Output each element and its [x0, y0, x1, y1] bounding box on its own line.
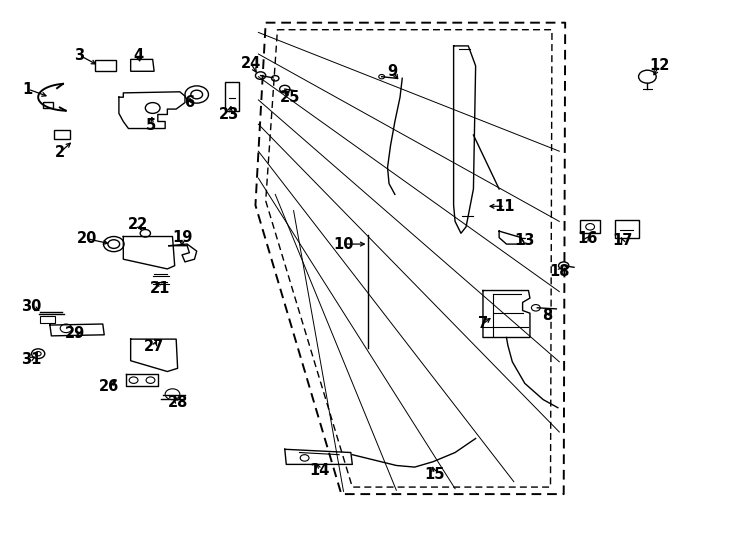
Text: 17: 17 — [612, 233, 633, 248]
Text: 12: 12 — [649, 58, 669, 73]
Text: 28: 28 — [167, 395, 188, 410]
Text: 14: 14 — [309, 463, 330, 478]
Text: 8: 8 — [542, 308, 552, 323]
Text: 9: 9 — [388, 64, 398, 79]
Text: 31: 31 — [21, 352, 41, 367]
Text: 10: 10 — [333, 237, 354, 252]
Text: 26: 26 — [98, 379, 119, 394]
Text: 11: 11 — [495, 199, 515, 214]
Text: 27: 27 — [144, 339, 164, 354]
Text: 22: 22 — [128, 217, 148, 232]
Text: 19: 19 — [172, 230, 192, 245]
Text: 18: 18 — [549, 264, 570, 279]
Text: 20: 20 — [76, 231, 97, 246]
Text: 2: 2 — [55, 145, 65, 160]
Text: 6: 6 — [184, 95, 195, 110]
Text: 5: 5 — [145, 118, 156, 133]
Text: 21: 21 — [150, 281, 170, 296]
Text: 4: 4 — [133, 48, 143, 63]
Text: 3: 3 — [74, 48, 84, 63]
Text: 23: 23 — [219, 107, 239, 122]
Text: 15: 15 — [424, 467, 445, 482]
Text: 13: 13 — [515, 233, 535, 248]
Text: 29: 29 — [65, 326, 85, 341]
Text: 7: 7 — [478, 316, 488, 332]
Text: 1: 1 — [23, 82, 33, 97]
Text: 24: 24 — [241, 56, 261, 71]
Text: 25: 25 — [280, 90, 300, 105]
Text: 16: 16 — [577, 231, 597, 246]
Text: 30: 30 — [21, 299, 41, 314]
